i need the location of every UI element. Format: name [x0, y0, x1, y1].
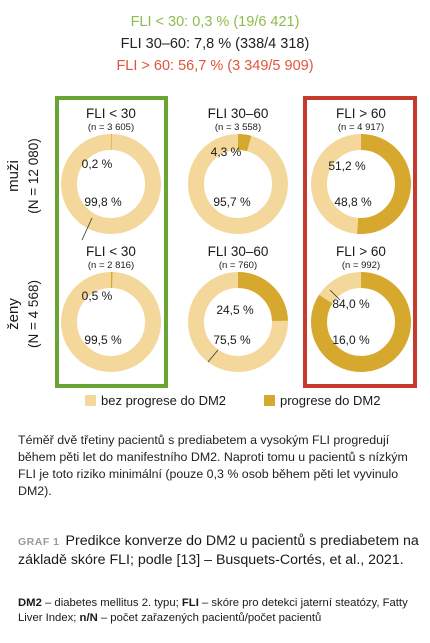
abbr-def: – diabetes mellitus 2. typu; — [41, 597, 182, 609]
legend-swatch-no-progression — [85, 395, 96, 406]
leader-line — [207, 349, 219, 363]
row-label: ženy — [5, 298, 22, 330]
chart-description: Téměř dvě třetiny pacientů s prediabetem… — [18, 433, 408, 498]
donut-slice-no-progression — [61, 134, 161, 234]
leader-line — [329, 289, 341, 301]
panel-title: FLI < 30 — [86, 106, 136, 121]
leader-line — [81, 217, 93, 241]
abbr-term: DM2 — [18, 597, 42, 609]
data-label-progression: 0,5 % — [82, 289, 113, 303]
data-label-no-progression: 99,5 % — [84, 333, 122, 347]
panel-title: FLI 30–60 — [208, 244, 269, 259]
data-label-progression: 4,3 % — [211, 145, 242, 159]
data-label-progression: 51,2 % — [328, 159, 366, 173]
summary-fli-high: FLI > 60: 56,7 % (3 349/5 909) — [116, 58, 314, 74]
donut-slice-progression — [311, 272, 411, 372]
panel-n: (n = 992) — [342, 260, 380, 271]
donut-slice-progression — [61, 272, 161, 372]
data-label-no-progression: 75,5 % — [213, 333, 251, 347]
abbr-term: FLI — [181, 597, 199, 609]
data-label-progression: 0,2 % — [82, 157, 113, 171]
panel-n: (n = 4 917) — [338, 122, 384, 133]
abbreviations-note: DM2 – diabetes mellitus 2. typu; FLI – s… — [18, 596, 428, 626]
panel-title: FLI > 60 — [336, 106, 386, 121]
legend-swatch-progression — [264, 395, 275, 406]
summary-fli-low: FLI < 30: 0,3 % (19/6 421) — [130, 14, 300, 30]
data-label-no-progression: 95,7 % — [213, 195, 251, 209]
row-label: muži — [5, 160, 22, 192]
donut-chart-grid: muži (N = 12 080)ženy (N = 4 568)FLI < 30(… — [5, 96, 417, 408]
panel-n: (n = 760) — [219, 260, 257, 271]
data-label-no-progression: 16,0 % — [332, 333, 370, 347]
panel-n: (n = 3 558) — [215, 122, 261, 133]
data-label-no-progression: 48,8 % — [334, 195, 372, 209]
row-n-label: (N = 12 080) — [26, 138, 41, 213]
frame-low-fli — [55, 96, 168, 388]
abbr-term: n/N — [79, 612, 98, 624]
legend-label: progrese do DM2 — [280, 393, 380, 408]
donut-slice-progression — [311, 134, 411, 234]
figure-label: GRAF 1 — [18, 536, 60, 548]
abbr-def: – skóre pro detekci jaterní steatózy, Fa… — [18, 597, 408, 624]
panel-n: (n = 3 605) — [88, 122, 134, 133]
data-label-progression: 84,0 % — [332, 297, 370, 311]
donut-slice-progression — [188, 272, 288, 372]
frame-high-fli — [303, 96, 417, 388]
donut-slice-progression — [61, 134, 161, 234]
panel-title: FLI > 60 — [336, 244, 386, 259]
data-label-progression: 24,5 % — [216, 303, 254, 317]
row-n-label: (N = 4 568) — [26, 280, 41, 348]
legend-label: bez progrese do DM2 — [101, 393, 226, 408]
panel-n: (n = 2 816) — [88, 260, 134, 271]
panel-title: FLI < 30 — [86, 244, 136, 259]
panel-title: FLI 30–60 — [208, 106, 269, 121]
summary-fli-mid: FLI 30–60: 7,8 % (338/4 318) — [120, 36, 310, 52]
abbr-def: – počet zařazených pacientů/počet pacien… — [97, 612, 322, 624]
figure-caption: GRAF 1 Predikce konverze do DM2 u pacient… — [18, 532, 422, 569]
donut-slice-progression — [188, 134, 288, 234]
figure-title: Predikce konverze do DM2 u pacientů s pr… — [18, 533, 419, 568]
data-label-no-progression: 99,8 % — [84, 195, 122, 209]
